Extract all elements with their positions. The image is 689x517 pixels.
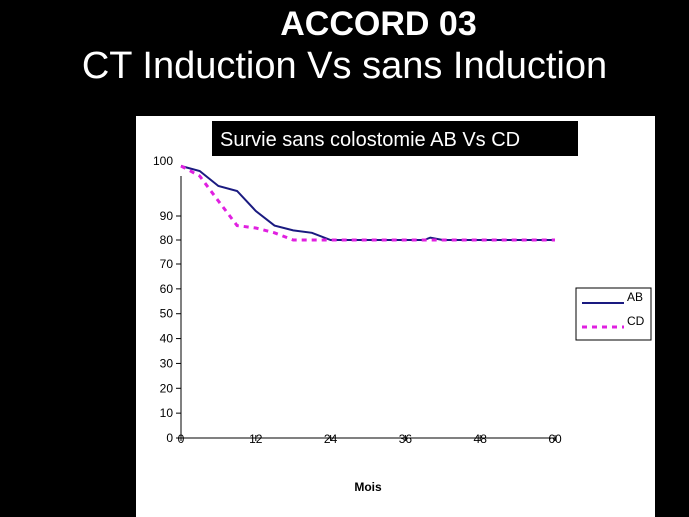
x-axis-label: Mois [354, 480, 382, 494]
legend-label-ab: AB [627, 290, 643, 304]
legend-box [575, 287, 652, 341]
chart-panel: Survie sans colostomie AB Vs CD 0 10 20 30 40… [136, 116, 655, 517]
y-tick-label: 60 [160, 282, 174, 296]
y-tick-label: 50 [160, 307, 174, 321]
y-tick-label: 90 [160, 209, 174, 223]
x-tick-label: 48 [474, 432, 488, 446]
x-tick-label: 36 [399, 432, 413, 446]
y-tick-label: 70 [160, 257, 174, 271]
x-tick-label: 60 [548, 432, 562, 446]
y-tick-label: 40 [160, 332, 174, 346]
x-tick-label: 0 [178, 432, 185, 446]
legend-label-cd: CD [627, 314, 645, 328]
y-tick-label: 0 [166, 431, 173, 445]
slide-title-line-2: CT Induction Vs sans Induction [81, 45, 608, 87]
x-tick-label: 12 [249, 432, 263, 446]
y-tick-label: 100 [153, 154, 173, 168]
y-tick-label: 20 [160, 381, 174, 395]
y-tick-label: 10 [160, 406, 174, 420]
slide-title-line-1: ACCORD 03 [280, 5, 477, 43]
y-tick-label: 80 [160, 233, 174, 247]
y-tick-label: 30 [160, 356, 174, 370]
chart-title: Survie sans colostomie AB Vs CD [220, 129, 520, 151]
x-tick-label: 24 [324, 432, 338, 446]
chart-svg: Survie sans colostomie AB Vs CD 0 10 20 30 40… [153, 121, 652, 494]
series-line-ab [180, 165, 555, 241]
chart-title-box [212, 121, 578, 156]
series-line-cd [180, 164, 555, 242]
